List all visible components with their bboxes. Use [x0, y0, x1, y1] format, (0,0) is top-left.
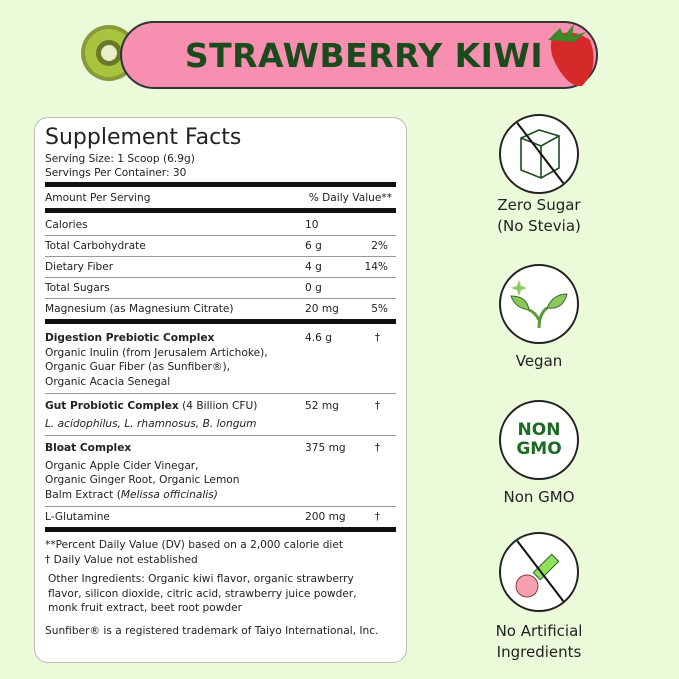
divider	[45, 182, 396, 187]
no-sugar-cube-icon	[499, 114, 579, 194]
nutrient-row: Calories 10	[45, 215, 396, 235]
nutrient-amount: 200 mg	[305, 511, 346, 523]
no-artificial-icon	[499, 532, 579, 612]
divider	[45, 277, 396, 278]
nutrient-dv: 5%	[371, 303, 388, 315]
strawberry-image	[548, 24, 594, 87]
blend-ingredient: Organic Ginger Root, Organic Lemon	[45, 474, 240, 486]
flavor-title: STRAWBERRY KIWI	[184, 35, 544, 75]
nutrient-amount: 6 g	[305, 240, 322, 252]
blend-dv: †	[374, 442, 380, 454]
divider	[45, 256, 396, 257]
nutrient-amount: 4 g	[305, 261, 322, 273]
nutrient-amount: 20 mg	[305, 303, 339, 315]
divider	[45, 319, 396, 324]
non-gmo-icon: NON GMO	[499, 400, 579, 480]
trademark-note: Sunfiber® is a registered trademark of T…	[45, 624, 379, 637]
nutrient-dv: †	[374, 511, 380, 523]
nutrient-row: Magnesium (as Magnesium Citrate) 20 mg 5%	[45, 299, 396, 319]
blend-amount: 52 mg	[305, 400, 339, 412]
nutrient-row: Dietary Fiber 4 g 14%	[45, 257, 396, 277]
divider	[45, 527, 396, 532]
sprout-icon	[499, 264, 579, 344]
divider	[45, 506, 396, 507]
nutrient-name: Magnesium (as Magnesium Citrate)	[45, 303, 234, 315]
nutrient-name: Total Carbohydrate	[45, 240, 146, 252]
blend-amount: 375 mg	[305, 442, 346, 454]
footnote-dagger: † Daily Value not established	[45, 554, 198, 566]
nutrient-dv: 2%	[371, 240, 388, 252]
other-ingredients-line: Other Ingredients: Organic kiwi flavor, …	[48, 573, 354, 585]
divider	[45, 208, 396, 213]
divider	[45, 298, 396, 299]
nutrient-amount: 10	[305, 219, 319, 231]
badge-label: Zero Sugar (No Stevia)	[497, 196, 581, 235]
servings-per-container: Servings Per Container: 30	[45, 167, 187, 179]
nutrient-amount: 0 g	[305, 282, 322, 294]
nutrient-row: Total Carbohydrate 6 g 2%	[45, 236, 396, 256]
flavor-banner: STRAWBERRY KIWI	[120, 21, 598, 89]
blend-amount: 4.6 g	[305, 332, 332, 344]
blend-name: Bloat Complex	[45, 442, 132, 454]
divider	[45, 435, 396, 436]
nutrient-dv: 14%	[364, 261, 388, 273]
blend-name: Gut Probiotic Complex	[45, 400, 179, 412]
blend-row: Gut Probiotic Complex (4 Billion CFU) L.…	[45, 394, 396, 435]
serving-size: Serving Size: 1 Scoop (6.9g)	[45, 153, 195, 165]
facts-title: Supplement Facts	[45, 125, 242, 150]
header-row: Amount Per Serving % Daily Value**	[45, 189, 396, 206]
badge-label: No Artificial Ingredients	[495, 622, 583, 661]
supplement-facts-panel: Supplement Facts Serving Size: 1 Scoop (…	[34, 117, 407, 663]
blend-row: Bloat Complex Organic Apple Cider Vinega…	[45, 436, 396, 506]
footnote-dv: **Percent Daily Value (DV) based on a 2,…	[45, 539, 344, 551]
nutrient-name: Dietary Fiber	[45, 261, 114, 273]
blend-ingredient: Organic Inulin (from Jerusalem Artichoke…	[45, 346, 268, 359]
blend-cfu: (4 Billion CFU)	[178, 400, 258, 412]
blend-dv: †	[374, 400, 380, 412]
blend-dv: †	[374, 332, 380, 344]
nutrient-row: Total Sugars 0 g	[45, 278, 396, 298]
blend-ingredient: Organic Guar Fiber (as Sunfiber®),	[45, 361, 230, 373]
badge-label: Non GMO	[503, 488, 575, 506]
other-ingredients-line: flavor, silicon dioxide, citric acid, st…	[48, 587, 357, 600]
nutrient-name: Calories	[45, 219, 88, 231]
blend-ingredient: Organic Apple Cider Vinegar,	[45, 459, 199, 472]
amount-header: Amount Per Serving	[45, 191, 151, 204]
divider	[45, 393, 396, 394]
glutamine-row: L-Glutamine 200 mg †	[45, 507, 396, 527]
divider	[45, 235, 396, 236]
probiotic-strains: L. acidophilus, L. rhamnosus, B. longum	[45, 417, 257, 430]
blend-row: Digestion Prebiotic Complex Organic Inul…	[45, 326, 396, 393]
blend-ingredient: Balm Extract (	[45, 488, 121, 501]
blend-ingredient-latin: Melissa officinalis)	[120, 488, 218, 501]
blend-ingredient: Organic Acacia Senegal	[45, 375, 171, 388]
nutrient-name: Total Sugars	[45, 282, 110, 294]
other-ingredients-line: monk fruit extract, beet root powder	[48, 602, 242, 614]
blend-name: Digestion Prebiotic Complex	[45, 332, 215, 344]
dv-header: % Daily Value**	[308, 191, 392, 204]
badge-label: Vegan	[515, 352, 563, 370]
nutrient-name: L-Glutamine	[45, 511, 110, 523]
other-ingredients: Other Ingredients: Organic kiwi flavor, …	[45, 572, 396, 616]
